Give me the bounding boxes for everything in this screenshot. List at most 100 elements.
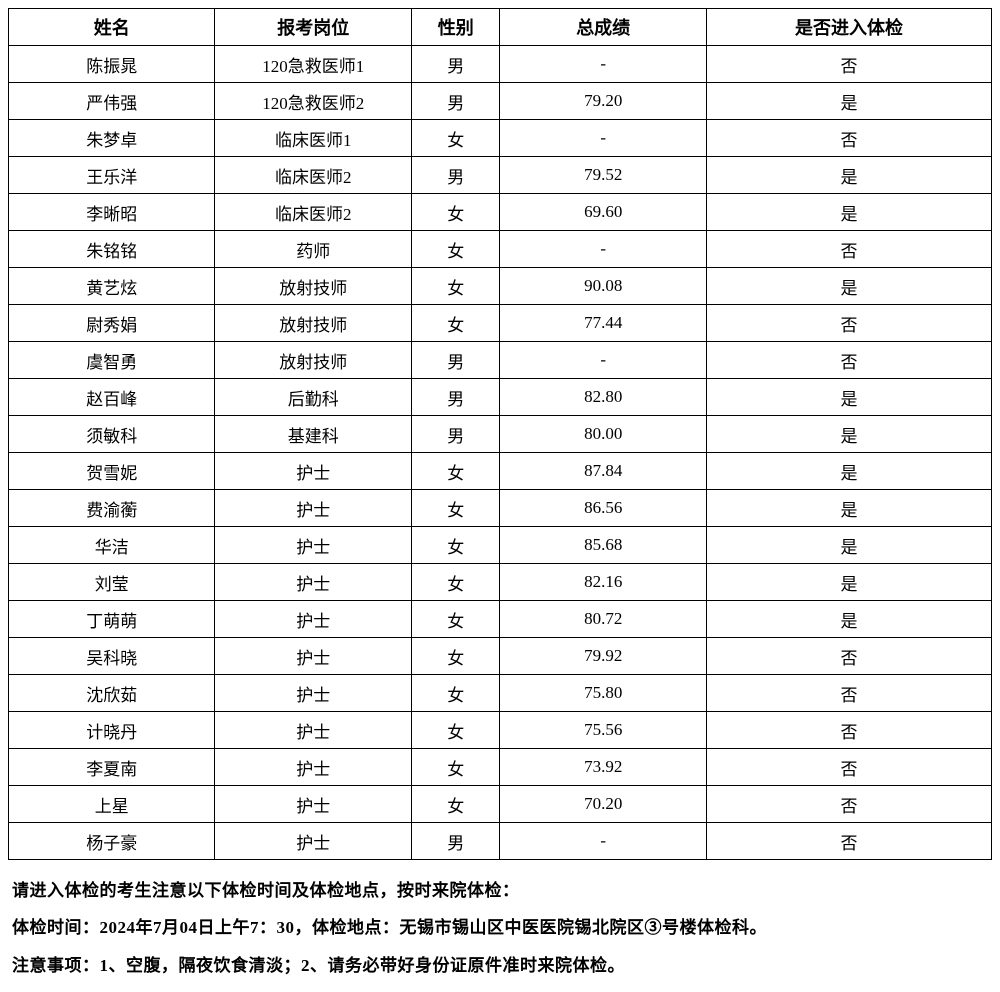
cell-name: 陈振晁 — [9, 46, 215, 83]
cell-gender: 女 — [412, 453, 500, 490]
cell-score: - — [500, 120, 706, 157]
cell-gender: 男 — [412, 83, 500, 120]
cell-gender: 男 — [412, 157, 500, 194]
table-row: 尉秀娟放射技师女77.44否 — [9, 305, 992, 342]
cell-exam: 否 — [706, 46, 991, 83]
cell-score: 69.60 — [500, 194, 706, 231]
cell-name: 尉秀娟 — [9, 305, 215, 342]
results-table: 姓名 报考岗位 性别 总成绩 是否进入体检 陈振晁120急救医师1男-否严伟强1… — [8, 8, 992, 860]
note-line-1: 请进入体检的考生注意以下体检时间及体检地点，按时来院体检： — [12, 872, 988, 909]
header-exam: 是否进入体检 — [706, 9, 991, 46]
cell-name: 上星 — [9, 786, 215, 823]
cell-position: 护士 — [215, 675, 412, 712]
cell-position: 放射技师 — [215, 305, 412, 342]
cell-position: 后勤科 — [215, 379, 412, 416]
cell-exam: 否 — [706, 342, 991, 379]
notes-section: 请进入体检的考生注意以下体检时间及体检地点，按时来院体检： 体检时间：2024年… — [8, 872, 992, 984]
cell-score: 77.44 — [500, 305, 706, 342]
table-row: 计晓丹护士女75.56否 — [9, 712, 992, 749]
cell-score: 75.80 — [500, 675, 706, 712]
cell-name: 严伟强 — [9, 83, 215, 120]
cell-gender: 男 — [412, 823, 500, 860]
cell-gender: 女 — [412, 268, 500, 305]
cell-score: 73.92 — [500, 749, 706, 786]
table-row: 刘莹护士女82.16是 — [9, 564, 992, 601]
cell-score: 82.80 — [500, 379, 706, 416]
cell-name: 李夏南 — [9, 749, 215, 786]
cell-position: 护士 — [215, 601, 412, 638]
cell-gender: 女 — [412, 527, 500, 564]
table-row: 赵百峰后勤科男82.80是 — [9, 379, 992, 416]
cell-score: - — [500, 231, 706, 268]
table-row: 朱铭铭药师女-否 — [9, 231, 992, 268]
cell-position: 临床医师2 — [215, 157, 412, 194]
cell-exam: 否 — [706, 120, 991, 157]
cell-score: 90.08 — [500, 268, 706, 305]
note-line-2: 体检时间：2024年7月04日上午7：30，体检地点：无锡市锡山区中医医院锡北院… — [12, 909, 988, 946]
cell-exam: 否 — [706, 712, 991, 749]
cell-score: 79.20 — [500, 83, 706, 120]
cell-position: 120急救医师2 — [215, 83, 412, 120]
cell-name: 刘莹 — [9, 564, 215, 601]
cell-gender: 男 — [412, 46, 500, 83]
cell-name: 杨子豪 — [9, 823, 215, 860]
cell-score: 75.56 — [500, 712, 706, 749]
cell-position: 护士 — [215, 823, 412, 860]
header-gender: 性别 — [412, 9, 500, 46]
cell-gender: 女 — [412, 638, 500, 675]
note-line-3: 注意事项：1、空腹，隔夜饮食清淡；2、请务必带好身份证原件准时来院体检。 — [12, 947, 988, 984]
cell-exam: 是 — [706, 268, 991, 305]
cell-exam: 否 — [706, 675, 991, 712]
cell-score: - — [500, 46, 706, 83]
table-row: 王乐洋临床医师2男79.52是 — [9, 157, 992, 194]
cell-name: 费渝蘅 — [9, 490, 215, 527]
table-row: 上星护士女70.20否 — [9, 786, 992, 823]
cell-gender: 女 — [412, 490, 500, 527]
cell-name: 贺雪妮 — [9, 453, 215, 490]
cell-exam: 是 — [706, 453, 991, 490]
cell-score: 80.00 — [500, 416, 706, 453]
table-row: 朱梦卓临床医师1女-否 — [9, 120, 992, 157]
cell-exam: 否 — [706, 786, 991, 823]
table-row: 陈振晁120急救医师1男-否 — [9, 46, 992, 83]
cell-score: 85.68 — [500, 527, 706, 564]
cell-score: - — [500, 342, 706, 379]
cell-position: 药师 — [215, 231, 412, 268]
cell-position: 120急救医师1 — [215, 46, 412, 83]
table-row: 华洁护士女85.68是 — [9, 527, 992, 564]
cell-position: 护士 — [215, 712, 412, 749]
table-header-row: 姓名 报考岗位 性别 总成绩 是否进入体检 — [9, 9, 992, 46]
table-row: 贺雪妮护士女87.84是 — [9, 453, 992, 490]
cell-position: 护士 — [215, 490, 412, 527]
cell-position: 护士 — [215, 638, 412, 675]
header-score: 总成绩 — [500, 9, 706, 46]
cell-position: 放射技师 — [215, 342, 412, 379]
cell-position: 放射技师 — [215, 268, 412, 305]
cell-name: 须敏科 — [9, 416, 215, 453]
cell-score: 70.20 — [500, 786, 706, 823]
cell-score: 87.84 — [500, 453, 706, 490]
table-row: 吴科晓护士女79.92否 — [9, 638, 992, 675]
cell-name: 王乐洋 — [9, 157, 215, 194]
cell-gender: 女 — [412, 786, 500, 823]
cell-gender: 男 — [412, 416, 500, 453]
cell-exam: 是 — [706, 490, 991, 527]
cell-exam: 是 — [706, 564, 991, 601]
cell-name: 李晰昭 — [9, 194, 215, 231]
cell-gender: 女 — [412, 194, 500, 231]
table-row: 杨子豪护士男-否 — [9, 823, 992, 860]
cell-gender: 女 — [412, 305, 500, 342]
cell-exam: 是 — [706, 601, 991, 638]
cell-name: 朱铭铭 — [9, 231, 215, 268]
cell-score: 79.92 — [500, 638, 706, 675]
cell-exam: 否 — [706, 749, 991, 786]
cell-exam: 是 — [706, 157, 991, 194]
cell-gender: 女 — [412, 564, 500, 601]
cell-name: 虞智勇 — [9, 342, 215, 379]
cell-name: 赵百峰 — [9, 379, 215, 416]
cell-score: 82.16 — [500, 564, 706, 601]
header-name: 姓名 — [9, 9, 215, 46]
table-row: 沈欣茹护士女75.80否 — [9, 675, 992, 712]
table-row: 虞智勇放射技师男-否 — [9, 342, 992, 379]
cell-name: 朱梦卓 — [9, 120, 215, 157]
